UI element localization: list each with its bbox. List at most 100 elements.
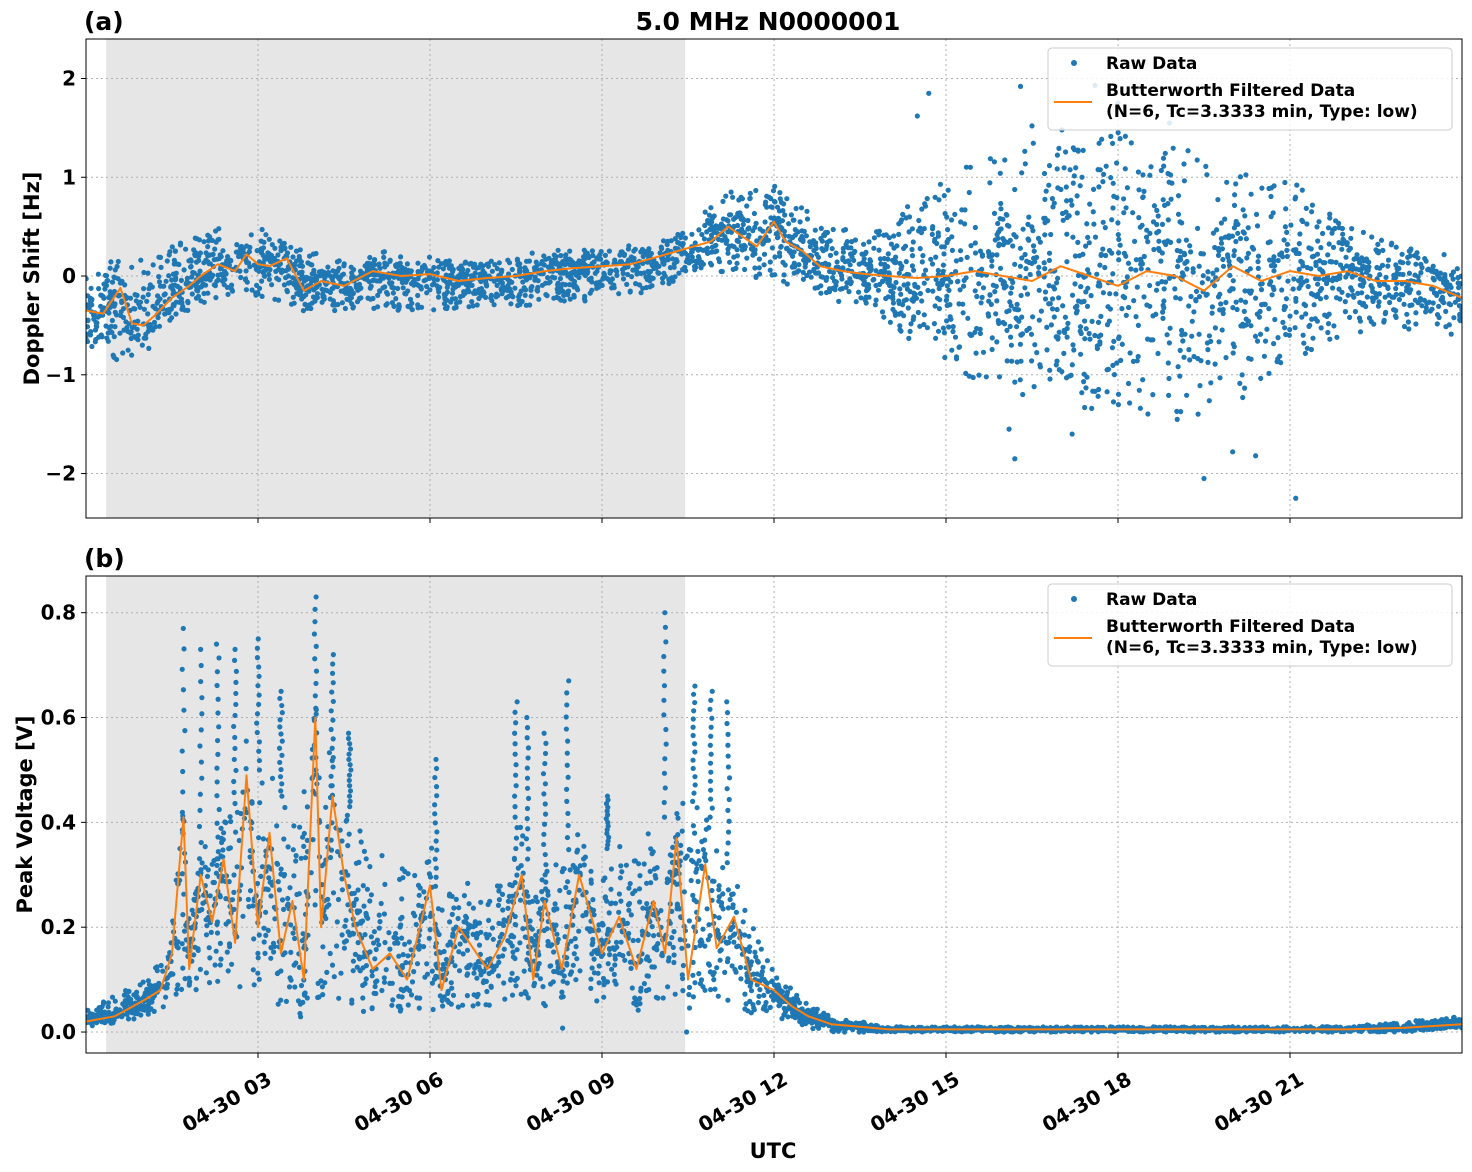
raw-data-point (233, 679, 239, 686)
raw-data-point (231, 789, 237, 796)
raw-data-point (708, 751, 714, 757)
raw-data-point (1012, 456, 1018, 462)
raw-data-point (541, 730, 547, 736)
raw-data-point (328, 726, 334, 733)
raw-data-point (432, 883, 439, 889)
raw-data-point (233, 701, 239, 708)
y-tick-label: 0.4 (41, 810, 76, 834)
raw-data-point (330, 698, 336, 705)
raw-data-point (512, 751, 518, 757)
raw-data-point (278, 766, 284, 773)
raw-data-point (604, 793, 611, 799)
raw-data-point (690, 724, 696, 730)
raw-data-point (542, 872, 548, 878)
raw-data-point (256, 673, 262, 679)
raw-data-point (692, 782, 698, 788)
raw-data-point (330, 754, 336, 761)
raw-data-point (543, 862, 549, 868)
raw-data-point (690, 765, 696, 772)
raw-data-point (313, 705, 319, 711)
raw-data-point (180, 687, 187, 693)
raw-data-point (199, 711, 205, 717)
raw-data-point (279, 710, 285, 716)
raw-data-point (278, 688, 284, 694)
raw-data-point (690, 798, 696, 804)
legend-raw-label: Raw Data (1106, 54, 1197, 74)
raw-data-point (564, 798, 570, 804)
raw-data-point (661, 668, 667, 674)
raw-data-point (692, 749, 698, 755)
raw-data-point (691, 741, 698, 747)
raw-data-point (542, 851, 548, 858)
raw-data-point (432, 774, 438, 781)
legend-raw-label: Raw Data (1106, 590, 1197, 610)
raw-data-point (330, 680, 336, 686)
panel-label: (b) (84, 544, 125, 573)
figure-title: 5.0 MHz N0000001 (636, 7, 901, 36)
raw-data-point (564, 834, 571, 841)
plot-marks (86, 594, 1462, 1035)
raw-data-point (231, 778, 237, 785)
raw-data-point (565, 822, 571, 829)
raw-data-point (181, 707, 187, 713)
raw-data-point (691, 708, 697, 714)
raw-data-point (330, 736, 336, 742)
legend: Raw Data Butterworth Filtered Data (N=6, T… (1047, 583, 1453, 667)
raw-data-point (1006, 426, 1012, 432)
raw-data-point (524, 775, 531, 781)
raw-data-point (182, 728, 188, 734)
raw-data-point (198, 727, 204, 733)
raw-data-point (328, 773, 334, 779)
raw-data-point (512, 741, 518, 747)
raw-data-point (232, 712, 238, 719)
raw-data-point (214, 682, 220, 689)
raw-data-point (605, 823, 611, 829)
raw-data-point (663, 639, 669, 645)
raw-data-point (690, 757, 696, 763)
raw-data-point (542, 760, 548, 767)
raw-data-point (525, 826, 531, 832)
raw-data-point (605, 842, 611, 848)
raw-data-point (277, 774, 284, 780)
raw-data-point (346, 793, 353, 799)
raw-data-point (214, 779, 220, 785)
raw-data-point (197, 807, 203, 813)
raw-data-point (197, 791, 203, 797)
raw-data-point (1069, 431, 1075, 437)
x-tick-label: 04-30 18 (1038, 1067, 1136, 1137)
raw-data-point (312, 656, 318, 662)
raw-data-point (346, 772, 353, 778)
raw-data-point (198, 662, 204, 669)
y-tick-label: 1 (62, 165, 76, 189)
raw-data-point (313, 594, 319, 600)
raw-data-point (330, 717, 336, 723)
raw-data-point (661, 799, 667, 806)
raw-data-point (279, 738, 285, 744)
raw-data-point (724, 786, 730, 792)
y-axis-label: Doppler Shift [Hz] (20, 172, 44, 386)
raw-data-point (566, 678, 572, 684)
raw-data-point (216, 655, 222, 661)
raw-data-point (661, 653, 667, 660)
y-tick-label: −1 (45, 363, 76, 387)
x-tick-label: 04-30 03 (178, 1067, 276, 1137)
raw-data-point (708, 769, 714, 775)
raw-data-point (256, 757, 263, 764)
raw-data-point (563, 714, 569, 720)
raw-data-point (541, 791, 547, 797)
raw-data-point (708, 724, 714, 730)
raw-data-point (198, 839, 204, 846)
raw-data-point (181, 891, 187, 897)
raw-data-point (214, 820, 220, 826)
raw-data-point (313, 680, 319, 687)
raw-data-point (233, 668, 239, 675)
x-tick-label: 04-30 15 (866, 1067, 964, 1137)
raw-data-point (662, 610, 668, 616)
raw-data-point (662, 624, 669, 630)
raw-data-point (232, 800, 238, 807)
raw-data-point (726, 775, 733, 781)
raw-data-point (564, 750, 570, 756)
raw-data-point (199, 775, 205, 781)
raw-data-point (347, 741, 353, 747)
raw-data-point (329, 689, 335, 695)
